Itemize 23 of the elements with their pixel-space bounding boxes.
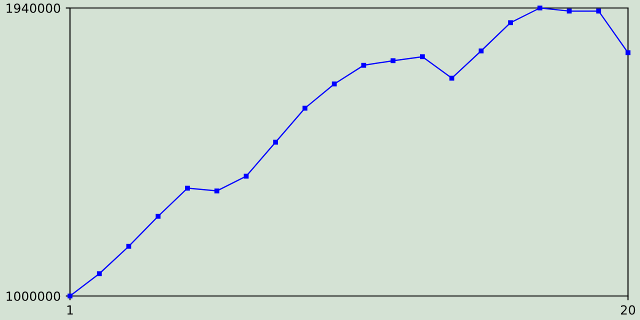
point [537,6,542,10]
point [185,186,190,191]
point [626,50,630,56]
point [566,8,572,14]
point [508,20,513,26]
point [449,76,454,81]
point [420,54,425,60]
y-tick-label: 1000000 [6,291,60,301]
x-tick-label: 20 [620,305,636,315]
point [96,271,102,276]
point [596,8,602,14]
y-tick-label: 1940000 [6,3,60,13]
point [332,82,337,86]
point [361,62,366,68]
point [273,140,278,145]
point [478,48,484,54]
point [214,188,220,194]
x-tick-label: 1 [67,305,73,315]
point [390,58,396,64]
point [126,244,132,249]
point [156,214,161,219]
point [244,174,249,179]
point [302,106,308,111]
